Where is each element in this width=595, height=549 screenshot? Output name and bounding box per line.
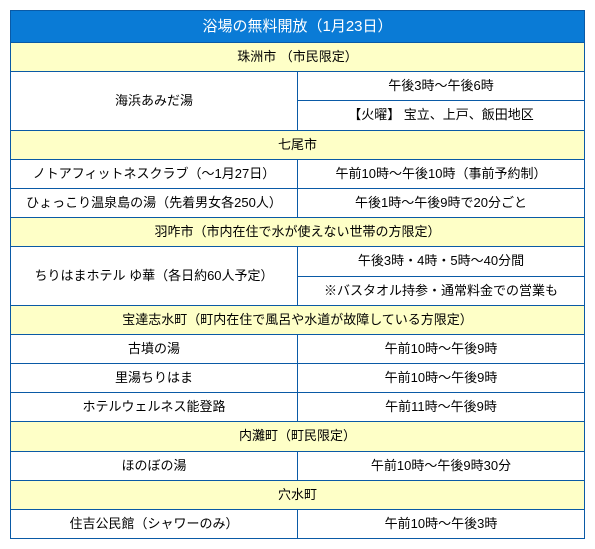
facility-name: ちりはまホテル ゆ華（各日約60人予定） bbox=[11, 247, 298, 305]
facility-name: 里湯ちりはま bbox=[11, 364, 298, 393]
facility-time: 午前11時～午後9時 bbox=[298, 393, 585, 422]
facility-name: ノトアフィットネスクラブ（～1月27日） bbox=[11, 159, 298, 188]
section-header: 穴水町 bbox=[11, 480, 585, 509]
section-header: 羽咋市（市内在住で水が使えない世帯の方限定） bbox=[11, 218, 585, 247]
facility-time: 午後3時～午後6時 bbox=[298, 72, 585, 101]
section-header: 宝達志水町（町内在住で風呂や水道が故障している方限定） bbox=[11, 305, 585, 334]
facility-time: 午後1時～午後9時で20分ごと bbox=[298, 188, 585, 217]
table-title: 浴場の無料開放（1月23日） bbox=[11, 11, 585, 43]
facility-time: 午後3時・4時・5時～40分間 bbox=[298, 247, 585, 276]
section-header: 七尾市 bbox=[11, 130, 585, 159]
facility-time: 午前10時～午後9時 bbox=[298, 334, 585, 363]
facility-time: 午前10時～午後3時 bbox=[298, 510, 585, 539]
facility-time: 午前10時～午後10時（事前予約制） bbox=[298, 159, 585, 188]
facility-name: ほのぼの湯 bbox=[11, 451, 298, 480]
section-header: 内灘町（町民限定） bbox=[11, 422, 585, 451]
facility-name: 古墳の湯 bbox=[11, 334, 298, 363]
facility-name: ひょっこり温泉島の湯（先着男女各250人） bbox=[11, 188, 298, 217]
facility-name: 海浜あみだ湯 bbox=[11, 72, 298, 130]
facility-note: ※バスタオル持参・通常料金での営業も bbox=[298, 276, 585, 305]
facility-note: 【火曜】 宝立、上戸、飯田地区 bbox=[298, 101, 585, 130]
facility-name: 住吉公民館（シャワーのみ） bbox=[11, 510, 298, 539]
facility-time: 午前10時～午後9時30分 bbox=[298, 451, 585, 480]
facility-time: 午前10時～午後9時 bbox=[298, 364, 585, 393]
facility-name: ホテルウェルネス能登路 bbox=[11, 393, 298, 422]
section-header: 珠洲市 （市民限定） bbox=[11, 43, 585, 72]
bathhouse-table: 浴場の無料開放（1月23日） 珠洲市 （市民限定） 海浜あみだ湯 午後3時～午後… bbox=[10, 10, 585, 539]
